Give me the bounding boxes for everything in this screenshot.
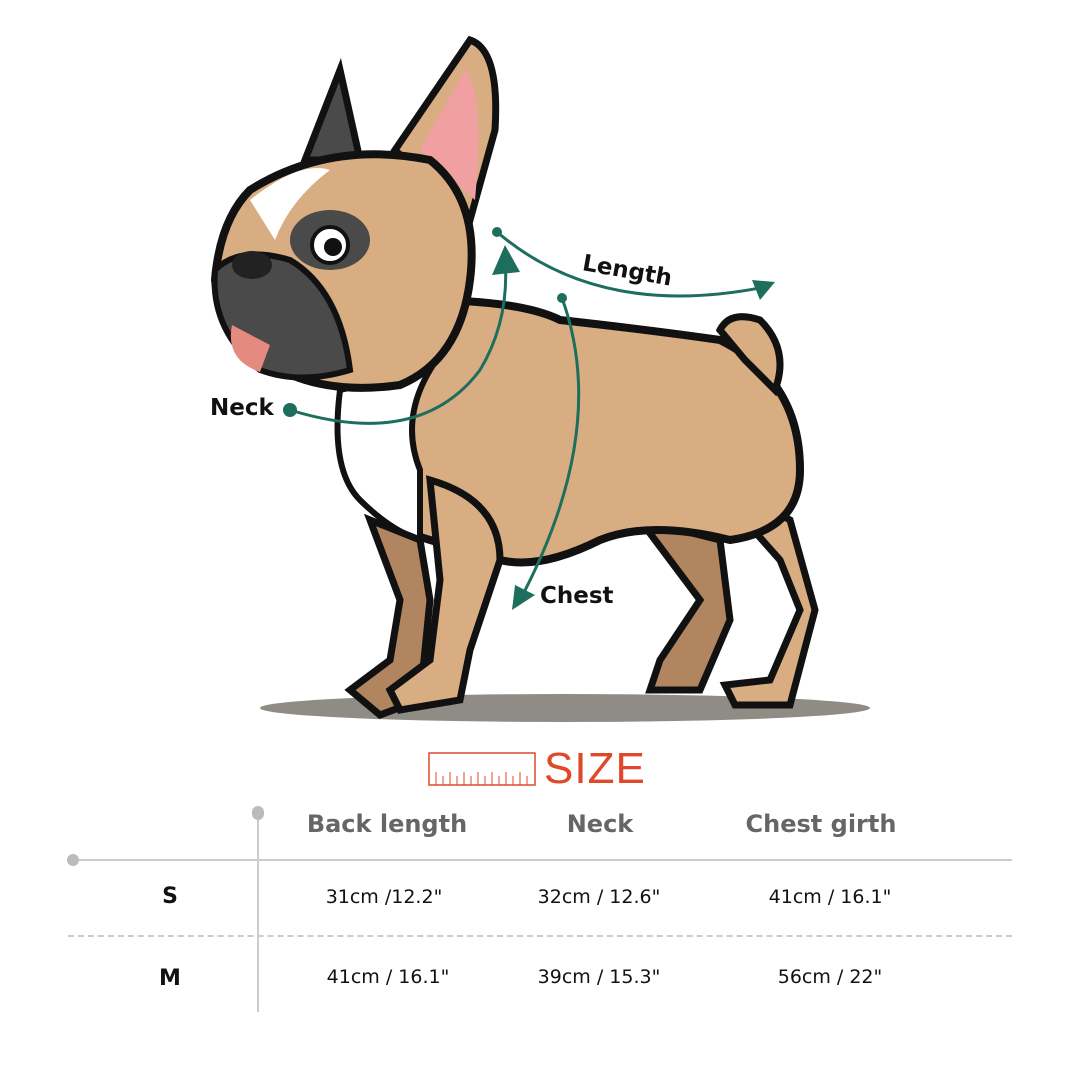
column-header-chest-girth: Chest girth: [745, 810, 897, 838]
neck-arrow: [289, 257, 508, 425]
back-leg: [631, 514, 734, 694]
chest-arrow: [518, 297, 581, 601]
face-blaze: [250, 168, 330, 240]
header-divider-dot: [67, 854, 79, 866]
size-heading: SIZE: [428, 744, 646, 794]
chest-label: Chest: [540, 583, 614, 609]
front-leg: [385, 475, 504, 714]
neck-value: 39cm / 15.3": [537, 966, 661, 988]
vertical-divider-dot: [252, 806, 264, 820]
ruler-icon: [428, 752, 536, 786]
column-header-neck: Neck: [566, 810, 634, 838]
back-length-value: 31cm /12.2": [325, 886, 443, 908]
ear-inner: [420, 70, 479, 200]
size-label: M: [159, 966, 181, 991]
ear-left: [299, 57, 365, 164]
length-arrow: [496, 230, 766, 298]
neck-label: Neck: [210, 395, 274, 421]
tongue: [230, 325, 270, 372]
length-arrowhead: [752, 280, 775, 300]
chest-girth-value: 41cm / 16.1": [768, 886, 892, 908]
neck-value: 32cm / 12.6": [537, 886, 661, 908]
header-divider: [72, 859, 1012, 861]
row-divider: [68, 935, 1012, 937]
chest-white: [334, 365, 437, 545]
chest-girth-value: 56cm / 22": [777, 966, 883, 988]
french-bulldog-illustration: [210, 35, 870, 722]
size-title: SIZE: [544, 744, 646, 793]
size-label: S: [162, 884, 178, 909]
back-length-value: 41cm / 16.1": [326, 966, 450, 988]
vertical-divider: [257, 812, 259, 1012]
neck-arrowhead: [492, 245, 520, 275]
front-leg-back: [344, 513, 434, 719]
tail: [715, 313, 784, 397]
nose: [232, 251, 272, 279]
chest-arrowhead: [512, 585, 535, 610]
column-header-back-length: Back length: [306, 810, 468, 838]
back-leg-front: [697, 466, 819, 709]
